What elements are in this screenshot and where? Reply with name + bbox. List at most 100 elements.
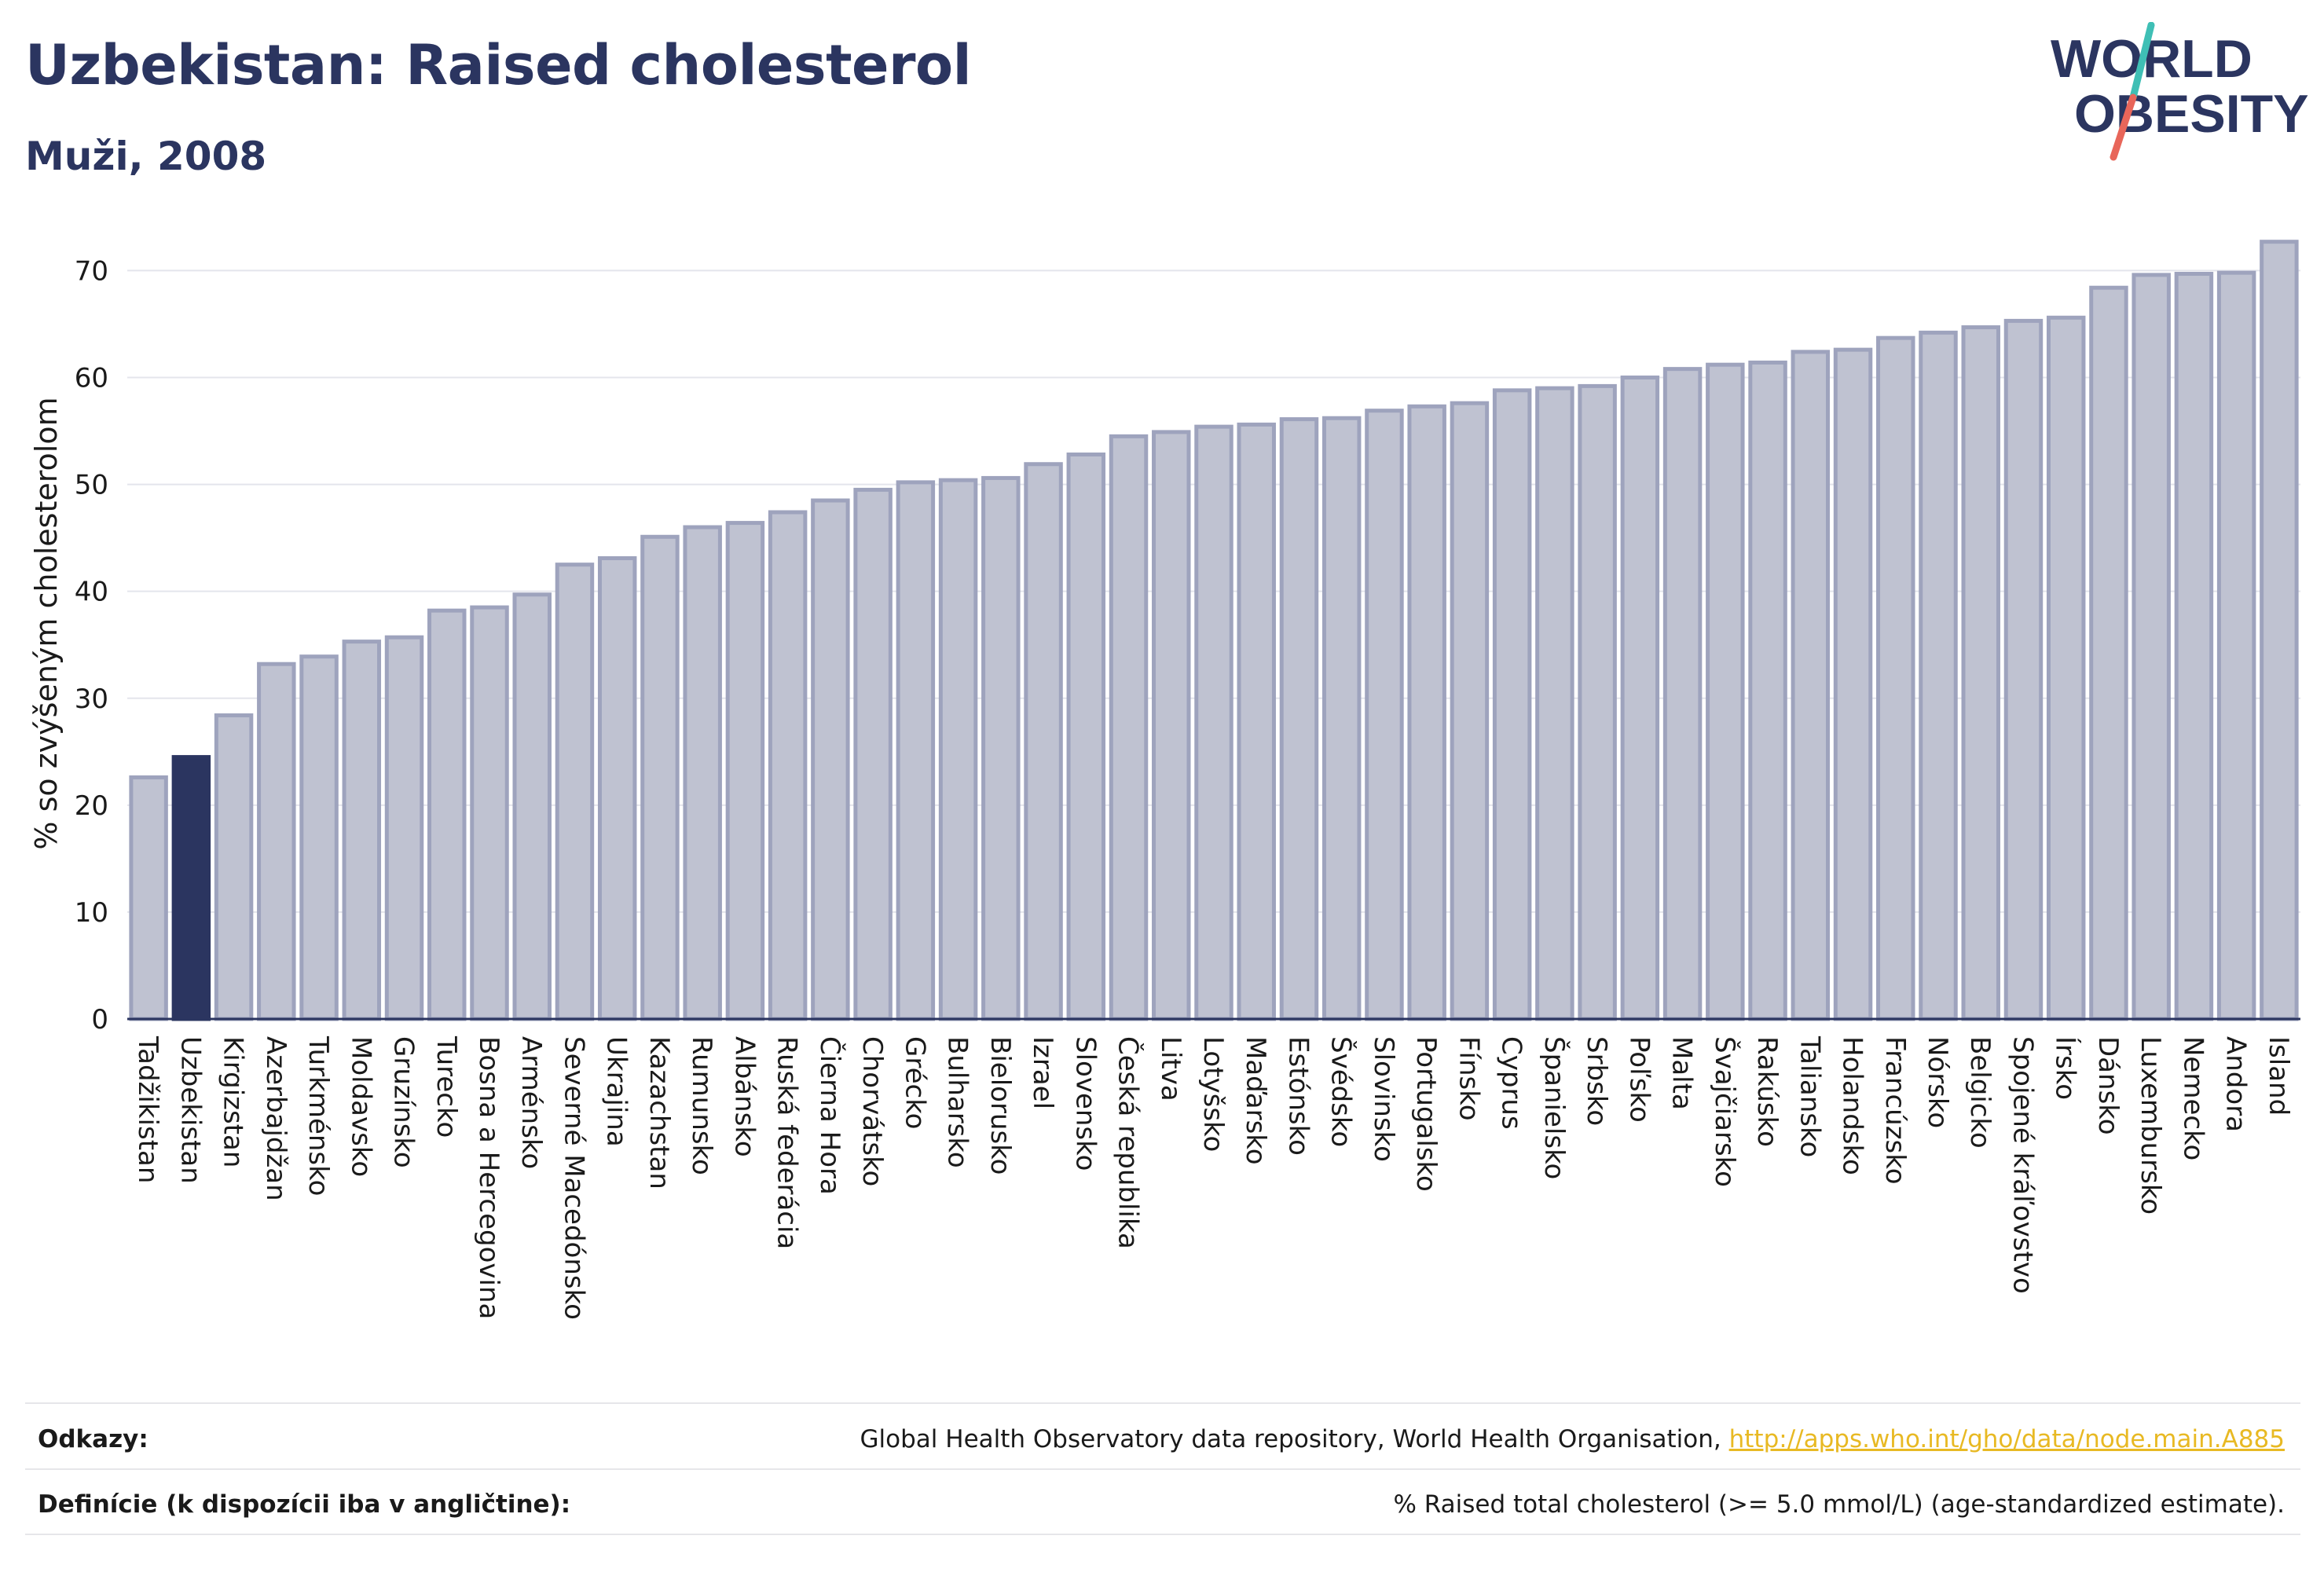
x-tick-label: Spojené kráľovstvo: [2007, 1036, 2038, 1294]
logo-slash-teal: [2129, 22, 2155, 101]
bar: [1748, 360, 1787, 1021]
bar: [342, 640, 382, 1021]
bar: [1407, 404, 1446, 1021]
y-tick-label: 40: [75, 577, 108, 608]
bar: [2046, 315, 2086, 1021]
x-tick-label: Čierna Hora: [814, 1036, 846, 1195]
bar: [683, 525, 722, 1021]
footer-divider-middle: [25, 1468, 2300, 1470]
references-value: Global Health Observatory data repositor…: [860, 1425, 2285, 1453]
bar: [384, 635, 424, 1021]
bar: [1919, 330, 1958, 1021]
x-tick-label: Bielorusko: [984, 1036, 1016, 1175]
x-tick-label: Maďarsko: [1240, 1036, 1271, 1165]
bar: [597, 555, 637, 1021]
x-tick-label: Estónsko: [1282, 1036, 1314, 1156]
bar: [2089, 285, 2128, 1021]
logo-line1: WORLD: [2051, 29, 2253, 89]
x-tick-label: Írsko: [2050, 1036, 2082, 1100]
x-tick-label: Turkménsko: [302, 1035, 334, 1196]
bar: [2174, 272, 2214, 1021]
bar: [1450, 401, 1490, 1021]
logo-line2: OBESITY: [2074, 84, 2309, 144]
bar: [1066, 452, 1106, 1021]
x-tick-label: Švédsko: [1325, 1036, 1358, 1147]
bar: [1194, 424, 1233, 1021]
y-tick-label: 10: [75, 897, 108, 929]
x-tick-label: Cyprus: [1496, 1036, 1527, 1130]
x-tick-label: Turecko: [431, 1035, 462, 1138]
x-tick-label: Rakúsko: [1751, 1036, 1783, 1147]
bar: [470, 605, 509, 1021]
footer-divider-bottom: [25, 1534, 2300, 1535]
references-text: Global Health Observatory data repositor…: [860, 1425, 1729, 1453]
bar: [129, 775, 168, 1021]
bar: [1237, 422, 1276, 1021]
x-tick-label: Taliansko: [1794, 1035, 1825, 1157]
bar: [1365, 409, 1404, 1021]
x-tick-label: Uzbekistan: [174, 1036, 206, 1184]
bar: [1961, 325, 2000, 1021]
x-tick-label: Ukrajina: [601, 1036, 632, 1147]
logo-slash-red: [2110, 93, 2137, 161]
x-tick-label: Azerbajdžan: [260, 1036, 291, 1201]
y-tick-label: 60: [75, 363, 108, 394]
x-tick-label: Srbsko: [1581, 1036, 1612, 1126]
x-tick-label: Portugalsko: [1410, 1036, 1442, 1192]
y-tick-label: 70: [75, 255, 108, 287]
bar: [1024, 462, 1063, 1021]
bar: [1706, 362, 1745, 1021]
bar: [1791, 350, 1831, 1021]
x-tick-label: Francúzsko: [1879, 1036, 1911, 1185]
references-label: Odkazy:: [38, 1425, 148, 1453]
x-tick-label: Slovinsko: [1368, 1036, 1399, 1162]
x-tick-label: Rumunsko: [686, 1036, 717, 1175]
x-tick-label: Lotyšsko: [1197, 1036, 1229, 1152]
bar: [427, 608, 467, 1021]
x-tick-label: Španielsko: [1538, 1036, 1571, 1179]
bar: [1876, 335, 1915, 1021]
x-tick-label: Bosna a Hercegovina: [473, 1036, 504, 1319]
bar: [896, 480, 936, 1021]
bar: [853, 487, 893, 1021]
x-tick-label: Švajčiarsko: [1709, 1036, 1741, 1187]
bar-chart: 0 10 20 30 40 50 60 70 % so zvýšeným cholesterol…: [29, 240, 2300, 1320]
world-obesity-logo: WORLD OBESITY: [2051, 22, 2309, 161]
x-tick-label: Tadžikistan: [132, 1035, 163, 1183]
bar: [214, 713, 254, 1021]
bar: [555, 563, 595, 1021]
chart-title: Uzbekistan: Raised cholesterol: [25, 33, 972, 97]
bar: [1279, 417, 1319, 1021]
bar: [1152, 430, 1191, 1021]
bar: [299, 654, 339, 1021]
x-tick-label: Albánsko: [728, 1036, 760, 1157]
bar: [257, 662, 296, 1021]
bar: [171, 755, 211, 1021]
bar: [725, 521, 765, 1021]
x-tick-label: Česká republika: [1113, 1036, 1145, 1249]
bar: [1578, 383, 1617, 1021]
y-tick-label: 20: [75, 790, 108, 822]
x-tick-label: Fínsko: [1453, 1036, 1484, 1121]
bar: [2260, 240, 2299, 1021]
bar: [811, 498, 850, 1021]
y-tick-label: 50: [75, 470, 108, 501]
x-tick-label: Chorvátsko: [856, 1036, 888, 1186]
bar: [1620, 376, 1660, 1021]
x-tick-label: Kazachstan: [643, 1036, 675, 1189]
x-tick-label: Luxembursko: [2135, 1036, 2166, 1215]
bar: [640, 534, 680, 1021]
x-tick-label: Moldavsko: [345, 1036, 376, 1177]
x-tick-label: Bulharsko: [942, 1036, 973, 1168]
references-link[interactable]: http://apps.who.int/gho/data/node.main.A…: [1728, 1425, 2285, 1453]
bar: [938, 478, 978, 1021]
x-tick-label: Poľsko: [1623, 1036, 1655, 1123]
x-tick-label: Kirgizstan: [218, 1036, 249, 1167]
x-tick-label: Gruzínsko: [388, 1036, 420, 1168]
y-tick-label: 0: [91, 1004, 108, 1035]
x-tick-label: Holandsko: [1837, 1036, 1868, 1175]
chart-subtitle: Muži, 2008: [25, 134, 267, 179]
y-axis-label: % so zvýšeným cholesterolom: [29, 397, 64, 849]
bar: [1321, 416, 1362, 1021]
bar: [1662, 367, 1703, 1021]
